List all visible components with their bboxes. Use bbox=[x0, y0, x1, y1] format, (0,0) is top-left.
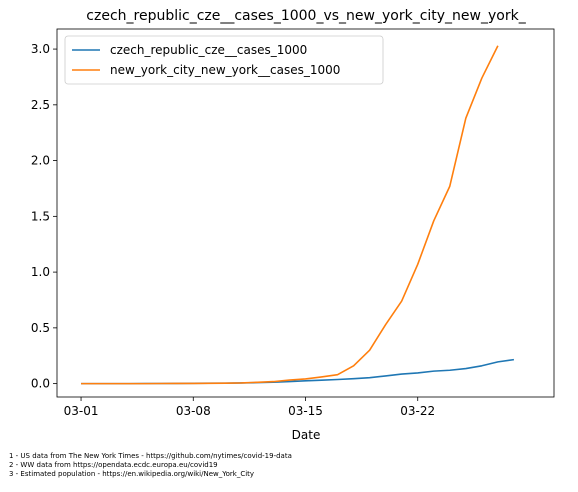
y-tick-label: 1.5 bbox=[31, 209, 50, 223]
y-tick-label: 2.5 bbox=[31, 98, 50, 112]
legend-label-1: czech_republic_cze__cases_1000 bbox=[110, 43, 307, 57]
y-tick-label: 0.0 bbox=[31, 377, 50, 391]
y-tick-label: 2.0 bbox=[31, 154, 50, 168]
series-layer bbox=[81, 46, 514, 384]
y-tick-label: 0.5 bbox=[31, 321, 50, 335]
legend-label-2: new_york_city_new_york__cases_1000 bbox=[110, 63, 340, 77]
x-tick-label: 03-08 bbox=[176, 404, 211, 418]
x-axis-label: Date bbox=[292, 428, 321, 442]
footnote-2: 2 - WW data from https://opendata.ecdc.e… bbox=[9, 461, 292, 470]
series-line-2 bbox=[81, 46, 498, 384]
line-chart: 03-01 03-08 03-15 03-22 0.0 0.5 1.0 1.5 2.0 2.5 3… bbox=[0, 0, 578, 450]
y-axis-ticks: 0.0 0.5 1.0 1.5 2.0 2.5 3.0 bbox=[31, 42, 57, 391]
x-axis-ticks: 03-01 03-08 03-15 03-22 bbox=[64, 397, 436, 418]
footnote-1: 1 - US data from The New York Times - ht… bbox=[9, 452, 292, 461]
legend: czech_republic_cze__cases_1000 new_york_c… bbox=[65, 36, 383, 84]
x-tick-label: 03-15 bbox=[288, 404, 323, 418]
y-tick-label: 1.0 bbox=[31, 265, 50, 279]
footnotes: 1 - US data from The New York Times - ht… bbox=[9, 452, 292, 479]
x-tick-label: 03-22 bbox=[400, 404, 435, 418]
chart-title: czech_republic_cze__cases_1000_vs_new_yo… bbox=[86, 8, 526, 24]
x-tick-label: 03-01 bbox=[64, 404, 99, 418]
footnote-3: 3 - Estimated population - https://en.wi… bbox=[9, 470, 292, 479]
y-tick-label: 3.0 bbox=[31, 42, 50, 56]
